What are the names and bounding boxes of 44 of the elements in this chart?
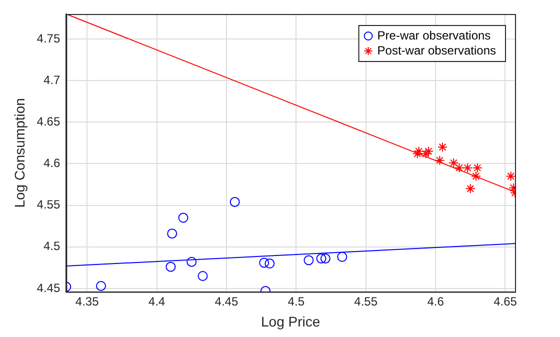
point <box>320 254 330 264</box>
point <box>506 171 515 182</box>
point <box>472 162 482 173</box>
y-axis-title: Log Consumption <box>11 98 28 208</box>
y-tick-label: 4.55 <box>36 198 60 212</box>
y-tick-label: 4.5 <box>43 239 60 254</box>
point <box>230 196 240 207</box>
point <box>434 155 445 166</box>
x-tick-label: 4.45 <box>214 294 238 308</box>
point <box>454 162 464 173</box>
point <box>186 256 197 267</box>
point <box>470 171 481 182</box>
y-tick-label: 4.6 <box>43 156 60 170</box>
point <box>420 148 431 159</box>
point <box>96 280 106 291</box>
y-tick-label: 4.45 <box>36 280 60 295</box>
point <box>167 228 178 239</box>
point <box>259 258 270 268</box>
x-tick-label: 4.4 <box>148 294 166 308</box>
point <box>337 252 348 262</box>
point <box>178 212 188 223</box>
legend-label: Post-war observations <box>377 43 496 58</box>
point <box>438 142 448 152</box>
x-tick-label: 4.55 <box>354 294 378 308</box>
point <box>448 158 459 168</box>
point <box>414 146 424 156</box>
y-tick-label: 4.75 <box>36 31 60 46</box>
point <box>424 146 434 156</box>
point <box>316 254 326 264</box>
point <box>412 148 422 159</box>
x-tick-label: 4.65 <box>494 294 518 308</box>
point <box>304 255 314 266</box>
x-tick-label: 4.35 <box>75 294 100 308</box>
legend-label: Pre-war observations <box>377 28 491 42</box>
x-tick-label: 4.5 <box>288 294 305 308</box>
point <box>462 162 473 173</box>
y-tick-label: 4.7 <box>43 72 60 87</box>
point <box>465 184 476 194</box>
point <box>166 262 176 272</box>
point <box>264 258 275 269</box>
x-tick-label: 4.6 <box>427 294 444 308</box>
y-tick-label: 4.65 <box>36 114 60 128</box>
point <box>198 270 208 281</box>
x-axis-title: Log Price <box>261 313 320 330</box>
